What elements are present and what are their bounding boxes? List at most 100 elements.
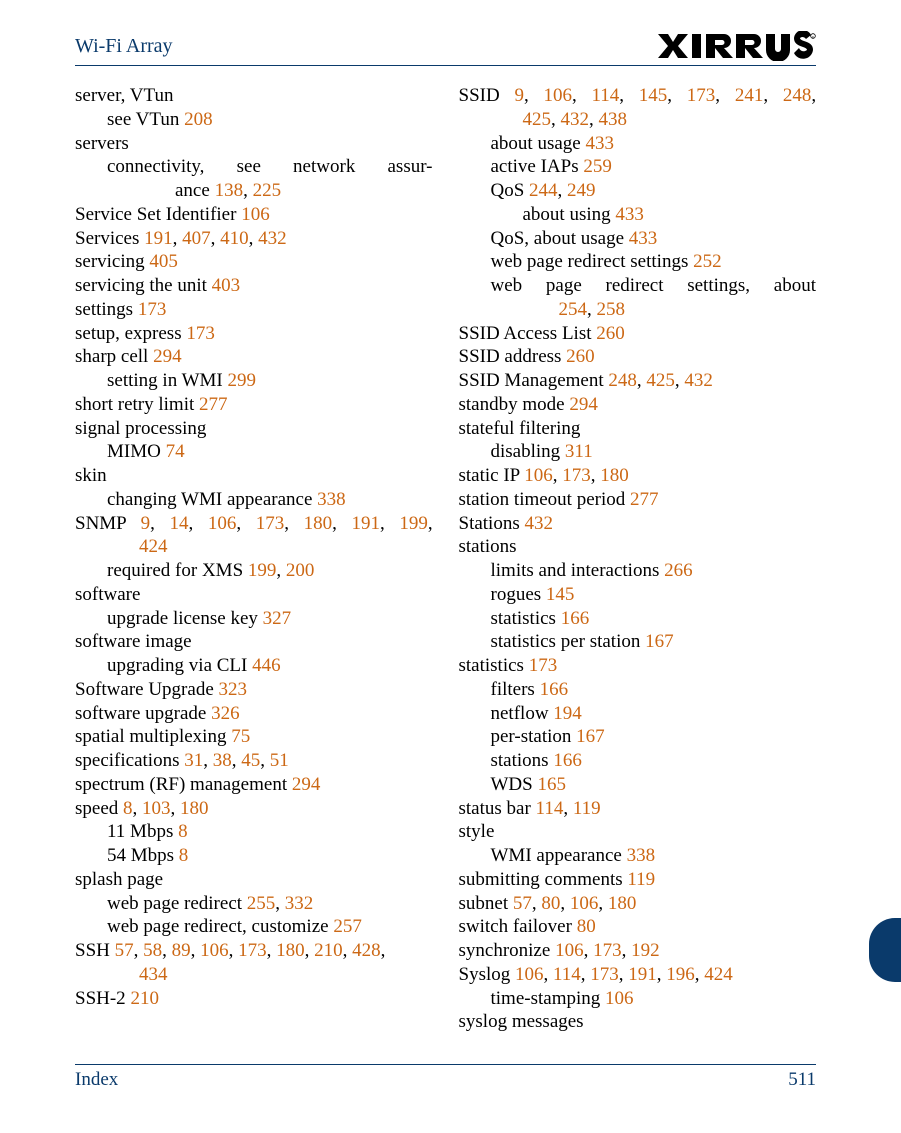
index-page-ref[interactable]: 180: [600, 465, 629, 486]
index-page-ref[interactable]: 119: [627, 869, 655, 890]
index-page-ref[interactable]: 114: [553, 964, 581, 985]
index-page-ref[interactable]: 9: [141, 513, 151, 534]
index-page-ref[interactable]: 326: [211, 703, 240, 724]
index-page-ref[interactable]: 14: [170, 513, 189, 534]
index-page-ref[interactable]: 106: [200, 940, 229, 961]
index-page-ref[interactable]: 180: [608, 893, 637, 914]
index-page-ref[interactable]: 432: [524, 513, 553, 534]
index-page-ref[interactable]: 106: [208, 513, 237, 534]
index-page-ref[interactable]: 210: [314, 940, 343, 961]
index-page-ref[interactable]: 58: [143, 940, 162, 961]
index-page-ref[interactable]: 106: [515, 964, 544, 985]
index-page-ref[interactable]: 277: [199, 394, 228, 415]
index-page-ref[interactable]: 294: [153, 346, 182, 367]
index-page-ref[interactable]: 166: [561, 608, 590, 629]
index-page-ref[interactable]: 173: [529, 655, 558, 676]
index-page-ref[interactable]: 166: [553, 750, 582, 771]
index-page-ref[interactable]: 114: [591, 85, 619, 106]
index-page-ref[interactable]: 196: [666, 964, 695, 985]
index-page-ref[interactable]: 210: [130, 988, 159, 1009]
index-page-ref[interactable]: 311: [565, 441, 593, 462]
index-page-ref[interactable]: 103: [142, 798, 171, 819]
index-page-ref[interactable]: 254: [559, 299, 588, 320]
index-page-ref[interactable]: 173: [256, 513, 285, 534]
index-page-ref[interactable]: 432: [258, 228, 287, 249]
index-page-ref[interactable]: 119: [573, 798, 601, 819]
index-page-ref[interactable]: 248: [783, 85, 812, 106]
index-page-ref[interactable]: 51: [270, 750, 289, 771]
index-page-ref[interactable]: 424: [704, 964, 733, 985]
index-page-ref[interactable]: 244: [529, 180, 558, 201]
index-page-ref[interactable]: 294: [569, 394, 598, 415]
index-page-ref[interactable]: 9: [514, 85, 524, 106]
index-page-ref[interactable]: 173: [138, 299, 167, 320]
index-page-ref[interactable]: 180: [276, 940, 305, 961]
index-page-ref[interactable]: 106: [524, 465, 553, 486]
index-page-ref[interactable]: 57: [115, 940, 134, 961]
index-page-ref[interactable]: 89: [172, 940, 191, 961]
index-page-ref[interactable]: 425: [646, 370, 675, 391]
index-page-ref[interactable]: 277: [630, 489, 659, 510]
index-page-ref[interactable]: 446: [252, 655, 281, 676]
index-page-ref[interactable]: 74: [166, 441, 185, 462]
index-page-ref[interactable]: 241: [735, 85, 764, 106]
index-page-ref[interactable]: 180: [304, 513, 333, 534]
index-page-ref[interactable]: 428: [352, 940, 381, 961]
index-page-ref[interactable]: 57: [513, 893, 532, 914]
index-page-ref[interactable]: 38: [213, 750, 232, 771]
index-page-ref[interactable]: 294: [292, 774, 321, 795]
index-page-ref[interactable]: 191: [144, 228, 173, 249]
index-page-ref[interactable]: 8: [179, 845, 189, 866]
index-page-ref[interactable]: 145: [639, 85, 668, 106]
index-page-ref[interactable]: 106: [555, 940, 584, 961]
index-page-ref[interactable]: 432: [684, 370, 713, 391]
index-page-ref[interactable]: 332: [285, 893, 314, 914]
index-page-ref[interactable]: 208: [184, 109, 213, 130]
index-page-ref[interactable]: 258: [597, 299, 626, 320]
index-page-ref[interactable]: 106: [605, 988, 634, 1009]
index-page-ref[interactable]: 173: [562, 465, 591, 486]
index-page-ref[interactable]: 260: [566, 346, 595, 367]
index-page-ref[interactable]: 106: [570, 893, 599, 914]
index-page-ref[interactable]: 145: [546, 584, 575, 605]
index-page-ref[interactable]: 299: [228, 370, 257, 391]
index-page-ref[interactable]: 199: [399, 513, 428, 534]
index-page-ref[interactable]: 434: [139, 964, 168, 985]
index-page-ref[interactable]: 173: [593, 940, 622, 961]
index-page-ref[interactable]: 173: [687, 85, 716, 106]
index-page-ref[interactable]: 257: [333, 916, 362, 937]
index-page-ref[interactable]: 424: [139, 536, 168, 557]
index-page-ref[interactable]: 200: [286, 560, 315, 581]
index-page-ref[interactable]: 8: [178, 821, 188, 842]
index-page-ref[interactable]: 327: [263, 608, 292, 629]
index-page-ref[interactable]: 173: [186, 323, 215, 344]
index-page-ref[interactable]: 191: [351, 513, 380, 534]
index-page-ref[interactable]: 225: [253, 180, 282, 201]
index-page-ref[interactable]: 194: [553, 703, 582, 724]
index-page-ref[interactable]: 255: [247, 893, 276, 914]
index-page-ref[interactable]: 191: [628, 964, 657, 985]
index-page-ref[interactable]: 260: [596, 323, 625, 344]
index-page-ref[interactable]: 165: [537, 774, 566, 795]
index-page-ref[interactable]: 138: [215, 180, 244, 201]
index-page-ref[interactable]: 166: [540, 679, 569, 700]
index-page-ref[interactable]: 433: [585, 133, 614, 154]
index-page-ref[interactable]: 438: [599, 109, 628, 130]
index-page-ref[interactable]: 167: [576, 726, 605, 747]
index-page-ref[interactable]: 199: [248, 560, 277, 581]
index-page-ref[interactable]: 80: [541, 893, 560, 914]
index-page-ref[interactable]: 80: [577, 916, 596, 937]
index-page-ref[interactable]: 407: [182, 228, 211, 249]
index-page-ref[interactable]: 173: [590, 964, 619, 985]
index-page-ref[interactable]: 106: [241, 204, 270, 225]
index-page-ref[interactable]: 259: [583, 156, 612, 177]
index-page-ref[interactable]: 249: [567, 180, 596, 201]
index-page-ref[interactable]: 432: [561, 109, 590, 130]
index-page-ref[interactable]: 114: [536, 798, 564, 819]
index-page-ref[interactable]: 31: [184, 750, 203, 771]
index-page-ref[interactable]: 338: [627, 845, 656, 866]
index-page-ref[interactable]: 167: [645, 631, 674, 652]
index-page-ref[interactable]: 425: [523, 109, 552, 130]
index-page-ref[interactable]: 106: [543, 85, 572, 106]
index-page-ref[interactable]: 75: [231, 726, 250, 747]
